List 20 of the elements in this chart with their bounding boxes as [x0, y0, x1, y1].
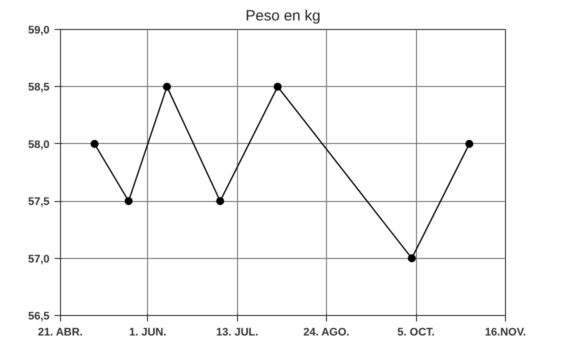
y-tick-label: 58,5	[28, 82, 50, 94]
y-tick-label: 59,0	[28, 24, 50, 36]
x-tick-label: 1. JUN.	[129, 326, 166, 338]
point	[124, 197, 133, 206]
x-tick-label: 16.NOV.	[484, 326, 526, 338]
chart-title: Peso en kg	[245, 8, 321, 24]
x-tick-label: 13. JUL.	[216, 326, 258, 338]
point	[274, 82, 282, 91]
x-tick-label: 5. OCT.	[397, 326, 435, 338]
x-tick-label: 21. ABR.	[38, 326, 83, 338]
y-tick-label: 57,5	[28, 196, 50, 208]
point	[216, 197, 224, 206]
y-tick-label: 58,0	[28, 138, 50, 151]
point	[408, 254, 416, 262]
y-tick-label: 57,0	[28, 253, 50, 266]
y-tick-label: 56,5	[28, 310, 50, 322]
point	[465, 140, 474, 148]
x-tick-label: 24. AGO.	[303, 326, 350, 338]
point	[90, 140, 99, 148]
point	[162, 82, 171, 91]
